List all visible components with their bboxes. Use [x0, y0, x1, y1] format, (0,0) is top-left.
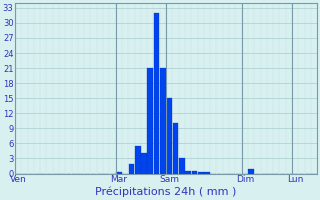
Bar — [198, 172, 204, 174]
Bar — [179, 158, 185, 174]
Bar — [154, 13, 159, 174]
Bar — [148, 68, 153, 174]
X-axis label: Précipitations 24h ( mm ): Précipitations 24h ( mm ) — [95, 187, 237, 197]
Bar — [185, 171, 191, 174]
Bar — [141, 153, 147, 174]
Bar — [204, 172, 210, 174]
Bar — [166, 98, 172, 174]
Bar — [116, 172, 122, 174]
Bar — [129, 164, 134, 174]
Bar — [135, 146, 140, 174]
Bar — [192, 171, 197, 174]
Bar — [248, 169, 254, 174]
Bar — [160, 68, 166, 174]
Bar — [173, 123, 178, 174]
